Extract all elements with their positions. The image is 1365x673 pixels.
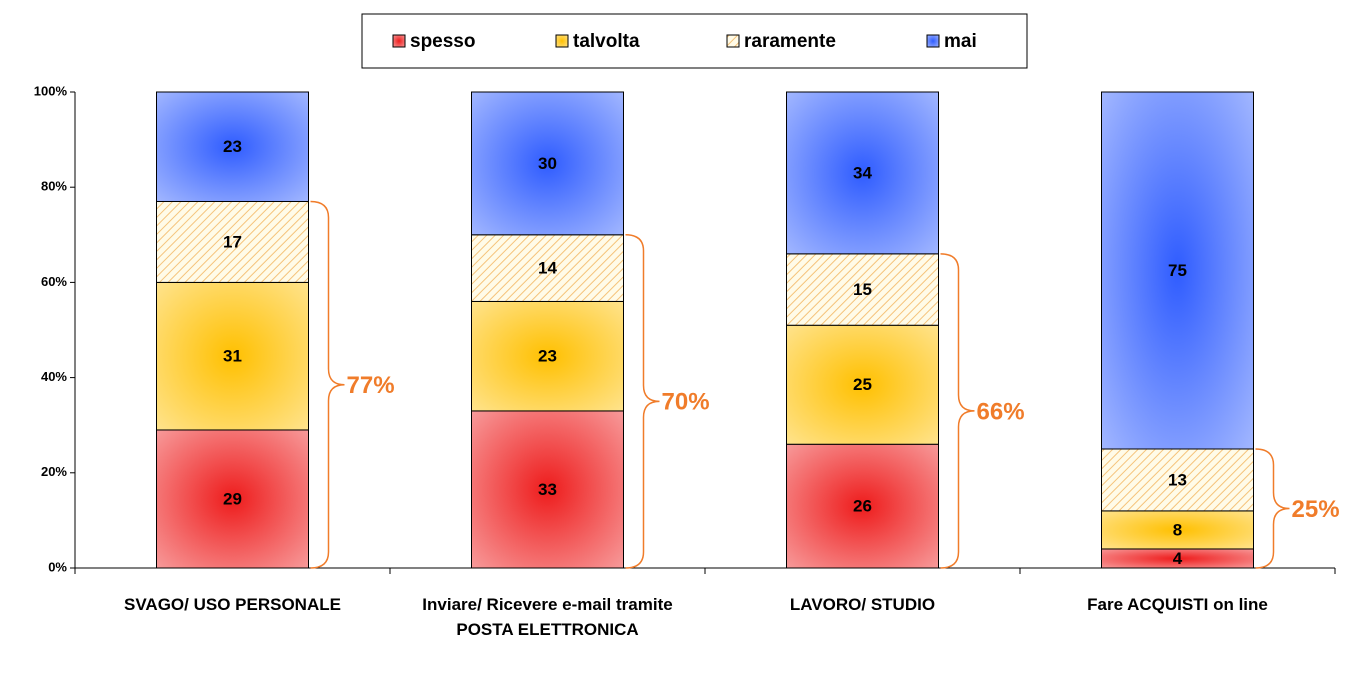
y-tick-label: 40% — [41, 369, 67, 384]
x-tick-label: Fare ACQUISTI on line — [1087, 595, 1268, 614]
bar-segment — [471, 91, 624, 236]
legend-box — [361, 13, 1028, 69]
bar-segment — [1101, 91, 1254, 450]
bar-segment — [471, 234, 624, 302]
legend-label: raramente — [744, 31, 836, 52]
bar-segment — [1101, 510, 1254, 550]
y-tick-label: 100% — [34, 83, 68, 98]
bar-segment — [786, 443, 939, 569]
x-tick-label: Inviare/ Ricevere e-mail tramite POSTA E… — [422, 595, 673, 639]
data-label: 26 — [853, 497, 872, 516]
y-tick-label: 0% — [48, 559, 67, 574]
y-tick-label: 80% — [41, 179, 67, 194]
y-tick-label: 20% — [41, 464, 67, 479]
data-label: 31 — [223, 347, 242, 366]
bar-segment — [471, 300, 624, 412]
data-label: 33 — [538, 480, 557, 499]
annotation-label: 77% — [347, 372, 395, 399]
legend-swatch — [926, 34, 940, 48]
annotation-label: 25% — [1292, 496, 1340, 523]
data-label: 4 — [1173, 549, 1183, 568]
brace — [625, 234, 660, 569]
bar-segment — [156, 429, 309, 569]
brace — [1255, 448, 1290, 569]
data-label: 15 — [853, 280, 872, 299]
data-label: 17 — [223, 232, 242, 251]
bar-segment — [156, 91, 309, 202]
legend-swatch — [726, 34, 740, 48]
brace — [310, 200, 345, 569]
data-label: 75 — [1168, 261, 1187, 280]
annotation-label: 70% — [662, 389, 710, 416]
bar-segment — [156, 281, 309, 431]
data-label: 23 — [538, 347, 557, 366]
brace — [940, 253, 975, 569]
bar-segment — [471, 410, 624, 569]
data-label: 30 — [538, 154, 557, 173]
data-label: 8 — [1173, 520, 1182, 539]
legend-label: mai — [944, 31, 977, 52]
legend-label: talvolta — [573, 31, 640, 52]
data-label: 29 — [223, 489, 242, 508]
bar-segment — [1101, 448, 1254, 512]
annotation-label: 66% — [977, 398, 1025, 425]
legend-label: spesso — [410, 31, 475, 52]
legend-swatch — [555, 34, 569, 48]
legend-swatch — [392, 34, 406, 48]
data-label: 13 — [1168, 470, 1187, 489]
data-label: 34 — [853, 163, 872, 182]
bar-segment — [786, 91, 939, 255]
bar-segment — [156, 200, 309, 283]
data-label: 14 — [538, 259, 557, 278]
y-tick-label: 60% — [41, 274, 67, 289]
data-label: 25 — [853, 375, 872, 394]
data-label: 23 — [223, 137, 242, 156]
x-tick-label: SVAGO/ USO PERSONALE — [124, 595, 341, 614]
bar-segment — [786, 253, 939, 326]
x-tick-label: LAVORO/ STUDIO — [789, 595, 936, 614]
